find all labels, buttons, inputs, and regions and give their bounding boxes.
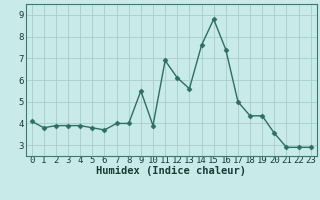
X-axis label: Humidex (Indice chaleur): Humidex (Indice chaleur)	[96, 166, 246, 176]
